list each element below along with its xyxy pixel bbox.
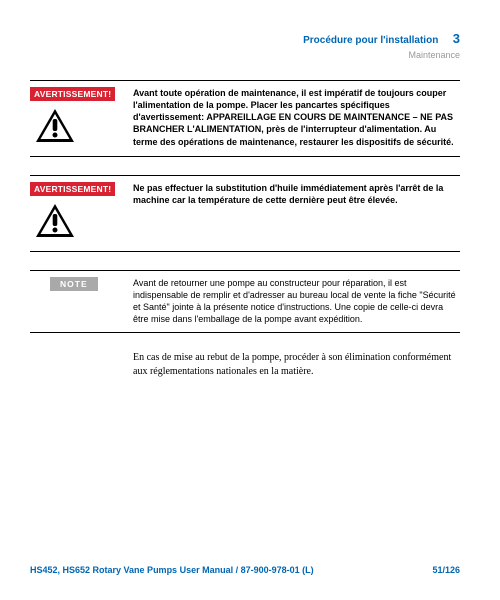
warning-icon (34, 202, 76, 245)
warning-block-1: AVERTISSEMENT! Avant toute opération de … (30, 80, 460, 157)
page-header: Procédure pour l'installation 3 Maintena… (30, 30, 460, 60)
header-chapter-number: 3 (453, 31, 460, 46)
rule (30, 251, 460, 252)
warning-icon (34, 107, 76, 150)
note-badge: NOTE (50, 277, 98, 291)
footer-page-number: 51/126 (432, 565, 460, 575)
rule (30, 156, 460, 157)
warning-badge: AVERTISSEMENT! (30, 182, 115, 196)
rule (30, 80, 460, 81)
rule (30, 175, 460, 176)
rule (30, 332, 460, 333)
warning-block-2: AVERTISSEMENT! Ne pas effectuer la subst… (30, 175, 460, 252)
footer-manual-ref: HS452, HS652 Rotary Vane Pumps User Manu… (30, 565, 314, 575)
disposal-paragraph: En cas de mise au rebut de la pompe, pro… (133, 351, 460, 379)
warning-text: Ne pas effectuer la substitution d'huile… (133, 182, 460, 206)
rule (30, 270, 460, 271)
header-subtitle: Maintenance (30, 50, 460, 60)
warning-badge: AVERTISSEMENT! (30, 87, 115, 101)
header-title: Procédure pour l'installation (303, 35, 438, 46)
note-block: NOTE Avant de retourner une pompe au con… (30, 270, 460, 333)
warning-text: Avant toute opération de maintenance, il… (133, 87, 460, 148)
page-footer: HS452, HS652 Rotary Vane Pumps User Manu… (30, 565, 460, 575)
note-text: Avant de retourner une pompe au construc… (133, 277, 460, 326)
